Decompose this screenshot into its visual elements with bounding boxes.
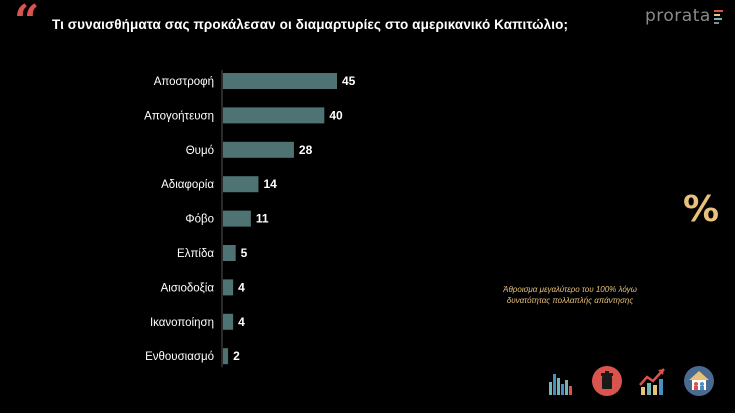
data-label: 28 [299, 143, 313, 157]
category-label: Θυμό [186, 145, 214, 157]
note-line-1: Άθροισμα μεγαλύτερο του 100% λόγω [503, 285, 637, 294]
category-label: Απογοήτευση [144, 110, 214, 122]
category-label: Αισιοδοξία [161, 282, 215, 294]
bar [223, 210, 251, 227]
category-label: Αδιαφορία [161, 179, 214, 191]
home-people-icon [683, 365, 715, 397]
bar [223, 313, 234, 330]
bar [223, 107, 325, 124]
bar [223, 176, 259, 193]
category-label: Αποστροφή [154, 76, 214, 88]
data-label: 4 [238, 315, 245, 329]
brand-name: prorata [645, 6, 711, 26]
note-line-2: δυνατότητας πολλαπλής απάντησης [506, 296, 634, 305]
bar [223, 279, 234, 296]
trend-up-icon [637, 365, 669, 397]
data-label: 45 [342, 74, 356, 88]
data-label: 11 [256, 212, 269, 226]
bar-chart-icon [545, 365, 577, 397]
data-label: 5 [241, 246, 248, 260]
brand-bars-icon [713, 10, 723, 24]
data-label: 2 [233, 349, 240, 363]
data-label: 40 [329, 108, 343, 122]
bar [223, 141, 294, 158]
data-label: 14 [263, 177, 277, 191]
category-label: Ελπίδα [177, 248, 214, 260]
brand-logo: prorata [645, 6, 723, 26]
category-label: Ενθουσιασμό [145, 351, 214, 363]
multiple-answer-note: Άθροισμα μεγαλύτερο του 100% λόγω δυνατό… [470, 284, 670, 306]
category-label: Ικανοποίηση [150, 317, 214, 329]
bar [223, 245, 236, 261]
chart-title: Τι συναισθήματα σας προκάλεσαν οι διαμαρ… [52, 17, 569, 32]
data-label: 4 [238, 280, 245, 294]
percent-icon: % [683, 189, 720, 230]
category-label: Φόβο [185, 214, 214, 226]
bar [223, 73, 337, 89]
footer-icons [545, 365, 715, 397]
bar [223, 348, 229, 365]
trash-bin-icon [591, 365, 623, 397]
quote-mark-icon: “ [14, 0, 40, 47]
